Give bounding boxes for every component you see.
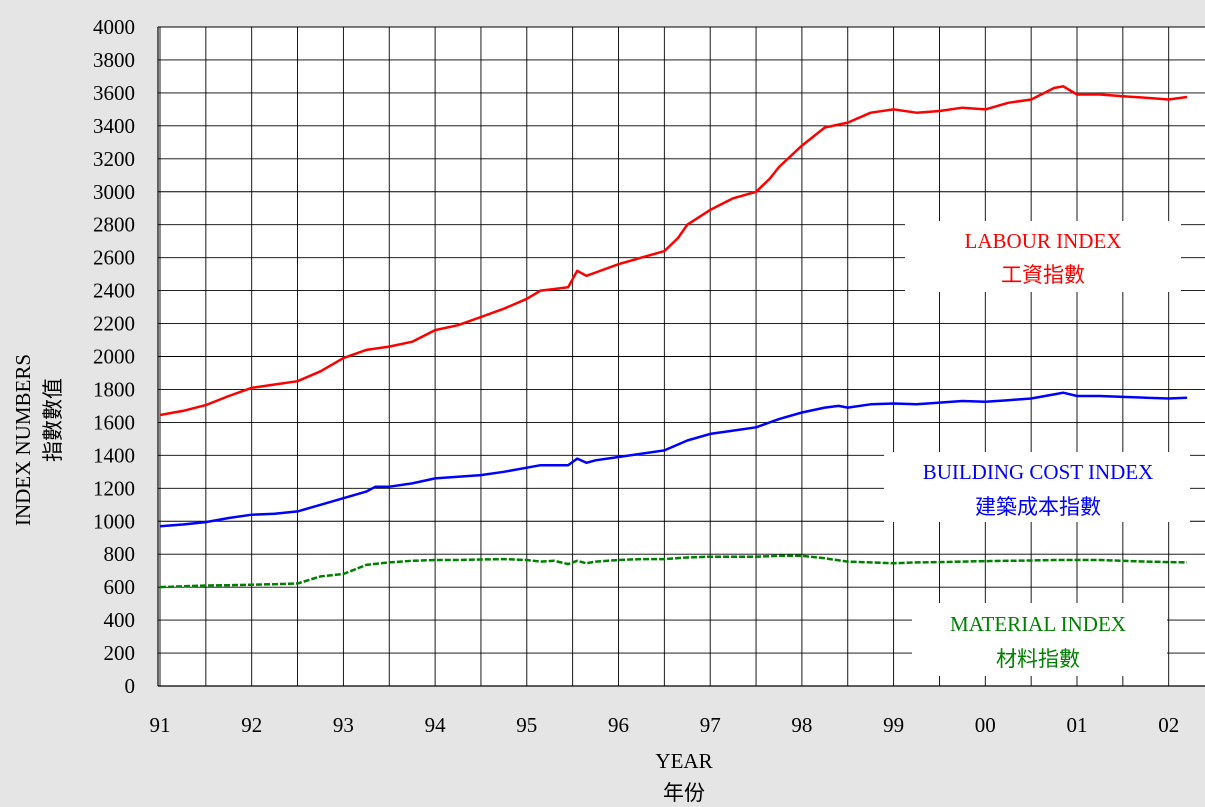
building-cost-series-label: BUILDING COST INDEX <box>923 460 1154 484</box>
y-tick-label: 3600 <box>93 81 135 105</box>
x-tick-label: 91 <box>150 713 171 737</box>
series-lines <box>159 85 1188 589</box>
x-axis-title-zh: 年份 <box>663 781 705 805</box>
y-tick-label: 200 <box>104 641 136 665</box>
y-tick-label: 400 <box>104 608 136 632</box>
series-line-0 <box>159 85 1188 417</box>
y-tick-label: 2000 <box>93 345 135 369</box>
x-tick-label: 93 <box>333 713 354 737</box>
y-axis-title: INDEX NUMBERS <box>11 354 35 526</box>
y-tick-label: 3400 <box>93 114 135 138</box>
x-tick-label: 99 <box>883 713 904 737</box>
labour-label-box <box>905 221 1181 292</box>
y-tick-label: 1600 <box>93 410 135 434</box>
labour-series-label: LABOUR INDEX <box>965 229 1122 253</box>
material-series-label: MATERIAL INDEX <box>950 612 1126 636</box>
y-tick-label: 2600 <box>93 246 135 270</box>
x-tick-label: 94 <box>425 713 447 737</box>
y-tick-label: 0 <box>125 674 136 698</box>
labour-series-label-zh: 工資指數 <box>1001 263 1085 287</box>
y-tick-label: 2400 <box>93 279 135 303</box>
x-tick-label: 96 <box>608 713 629 737</box>
y-tick-label: 800 <box>104 542 136 566</box>
x-tick-label: 00 <box>975 713 996 737</box>
x-tick-label: 02 <box>1158 713 1179 737</box>
building-cost-series-label-zh: 建築成本指數 <box>975 495 1101 519</box>
x-tick-label: 98 <box>791 713 812 737</box>
x-tick-labels: 91 92 93 94 95 96 97 98 99 00 01 02 <box>150 713 1180 737</box>
y-tick-label: 1400 <box>93 443 135 467</box>
y-tick-label: 3000 <box>93 180 135 204</box>
building-cost-label-box <box>884 452 1190 522</box>
y-axis-title-zh: 指數數值 <box>41 378 65 462</box>
series-line-2 <box>159 554 1188 589</box>
material-label-box <box>912 603 1167 676</box>
y-tick-label: 1200 <box>93 476 135 500</box>
y-tick-label: 4000 <box>93 15 135 39</box>
y-tick-label: 2200 <box>93 312 135 336</box>
x-tick-label: 92 <box>241 713 262 737</box>
y-tick-label: 3800 <box>93 48 135 72</box>
x-tick-label: 95 <box>516 713 537 737</box>
x-tick-label: 97 <box>700 713 721 737</box>
x-tick-label: 01 <box>1067 713 1088 737</box>
series-line-1 <box>159 391 1188 528</box>
x-axis-title: YEAR <box>655 749 712 773</box>
y-tick-label: 1800 <box>93 377 135 401</box>
grid <box>158 26 1205 687</box>
y-tick-label: 600 <box>104 575 136 599</box>
material-series-label-zh: 材料指數 <box>996 647 1080 671</box>
y-tick-labels: 0 200 400 600 800 1000 1200 1400 1600 1800 2000 220… <box>93 15 135 698</box>
y-tick-label: 2800 <box>93 213 135 237</box>
y-tick-label: 3200 <box>93 147 135 171</box>
y-tick-label: 1000 <box>93 509 135 533</box>
